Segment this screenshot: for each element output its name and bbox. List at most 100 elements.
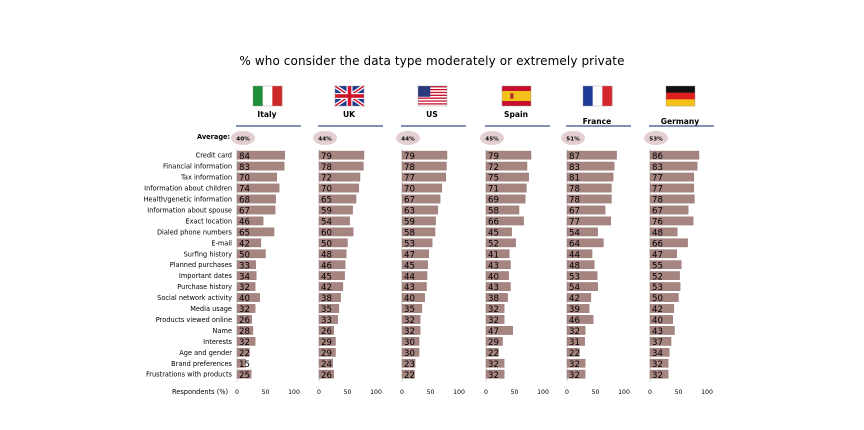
average-label: Average: xyxy=(197,133,230,141)
bar-value-label: 39 xyxy=(569,305,580,315)
bar xyxy=(401,227,436,237)
us-flag-icon xyxy=(417,85,448,107)
country-name: Spain xyxy=(504,110,528,119)
bar-value-label: 35 xyxy=(404,305,415,315)
x-tick-label: 50 xyxy=(344,389,352,396)
bar-value-label: 53 xyxy=(404,239,415,249)
bar-value-label: 66 xyxy=(488,218,499,228)
bar-value-label: 40 xyxy=(404,294,415,304)
bar-value-label: 53 xyxy=(569,272,580,282)
category-label: Information about spouse xyxy=(147,206,232,214)
bar-value-label: 50 xyxy=(652,294,663,304)
bar-value-label: 46 xyxy=(321,261,332,271)
bar xyxy=(401,326,421,335)
bar-value-label: 72 xyxy=(321,174,332,184)
bar-value-label: 74 xyxy=(239,185,250,195)
bar-value-label: 26 xyxy=(321,327,332,337)
bar xyxy=(566,326,586,335)
bar xyxy=(318,347,336,357)
flag-stripe xyxy=(418,90,447,92)
bar-value-label: 83 xyxy=(652,163,663,173)
bar xyxy=(401,150,448,160)
bar-value-label: 77 xyxy=(569,218,580,228)
bar-value-label: 47 xyxy=(652,250,663,260)
bar-value-label: 40 xyxy=(652,316,663,326)
bar-value-label: 38 xyxy=(321,294,332,304)
bar-value-label: 32 xyxy=(488,371,499,381)
bar xyxy=(485,161,528,171)
bar-value-label: 65 xyxy=(239,228,250,238)
bar-value-label: 77 xyxy=(404,174,415,184)
category-label: Credit card xyxy=(196,152,232,160)
bar-value-label: 46 xyxy=(569,316,580,326)
bar xyxy=(649,315,673,324)
country-name: France xyxy=(583,117,612,126)
bar xyxy=(401,293,425,302)
bar xyxy=(485,315,505,324)
flag-stripe xyxy=(502,91,531,101)
x-tick-label: 0 xyxy=(565,389,569,396)
bar-value-label: 52 xyxy=(652,272,663,282)
bar xyxy=(401,205,439,215)
bar xyxy=(318,369,334,379)
bar-value-label: 34 xyxy=(652,349,663,359)
x-tick-label: 100 xyxy=(288,389,300,396)
category-label: Brand preferences xyxy=(171,360,232,368)
category-label: Exact location xyxy=(185,217,232,225)
bar xyxy=(485,183,527,193)
average-value: 51% xyxy=(566,136,580,142)
x-tick-label: 100 xyxy=(370,389,382,396)
flag-stripe xyxy=(418,87,447,89)
average-value: 44% xyxy=(401,136,415,142)
bar xyxy=(649,293,679,302)
bar-value-label: 29 xyxy=(321,338,332,348)
flag-stripe xyxy=(418,88,447,91)
bar-value-label: 55 xyxy=(652,261,663,271)
flag-border xyxy=(501,85,532,107)
panel-spain: Spain45%79727571695866455241434043383232… xyxy=(480,85,550,396)
bar-value-label: 22 xyxy=(569,349,580,359)
bar-value-label: 42 xyxy=(239,239,250,249)
bar-value-label: 54 xyxy=(569,228,580,238)
category-label: Name xyxy=(213,327,232,335)
bar xyxy=(318,150,365,160)
bar-value-label: 29 xyxy=(321,349,332,359)
bar-value-label: 60 xyxy=(321,228,332,238)
flag-stripe xyxy=(418,94,447,97)
bar-value-label: 24 xyxy=(321,360,332,370)
flag-stripe xyxy=(418,86,447,88)
bar-value-label: 58 xyxy=(404,228,415,238)
bar xyxy=(649,260,682,270)
bar-value-label: 31 xyxy=(569,338,580,348)
spain-flag-icon xyxy=(501,85,532,107)
bar xyxy=(649,216,694,226)
bar xyxy=(566,336,585,346)
bar-value-label: 68 xyxy=(239,196,250,206)
flag-stripe xyxy=(666,92,695,100)
bar xyxy=(649,249,677,259)
bar-value-label: 32 xyxy=(652,371,663,381)
bar-value-label: 53 xyxy=(652,283,663,293)
bar xyxy=(401,347,420,357)
bar xyxy=(566,183,612,193)
x-tick-label: 100 xyxy=(701,389,713,396)
bar xyxy=(236,216,264,226)
bar xyxy=(485,205,520,215)
country-name: Germany xyxy=(661,117,700,126)
bar xyxy=(566,238,604,248)
country-name: UK xyxy=(343,110,356,119)
bar-value-label: 52 xyxy=(488,239,499,249)
bar-value-label: 69 xyxy=(488,196,499,206)
bar xyxy=(401,282,427,291)
bar-value-label: 78 xyxy=(569,196,580,206)
bar-value-label: 42 xyxy=(569,294,580,304)
bar xyxy=(649,205,689,215)
bar xyxy=(649,183,695,193)
bar-value-label: 72 xyxy=(488,163,499,173)
bar xyxy=(649,347,670,357)
panel-germany: Germany53%868377777867764866475552535042… xyxy=(644,85,714,396)
x-tick-label: 50 xyxy=(675,389,683,396)
bar xyxy=(566,260,595,270)
bar xyxy=(318,282,344,291)
x-tick-label: 0 xyxy=(400,389,404,396)
